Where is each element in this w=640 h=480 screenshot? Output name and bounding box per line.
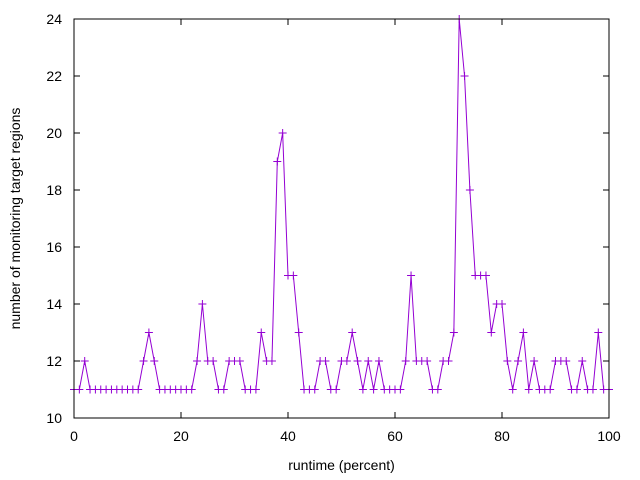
data-point: [503, 357, 512, 365]
y-tick-label: 12: [46, 353, 62, 369]
y-tick-label: 10: [46, 410, 62, 426]
data-point: [193, 357, 202, 365]
x-tick-label: 20: [173, 428, 189, 444]
data-point: [198, 300, 207, 308]
data-point: [364, 357, 373, 365]
data-point: [514, 357, 523, 365]
data-point: [289, 271, 298, 280]
data-point: [321, 357, 330, 365]
data-point: [358, 385, 367, 394]
data-point: [524, 385, 533, 394]
data-point: [594, 328, 603, 337]
data-point: [572, 385, 581, 394]
data-point: [144, 328, 153, 337]
data-point: [273, 157, 282, 166]
ticks-layer: 0 20 40 60 80 100 10 12 14 16 18 20 22 24: [46, 11, 620, 444]
data-point: [75, 385, 84, 394]
data-point: [353, 357, 362, 365]
y-tick-label: 20: [46, 125, 62, 141]
data-point: [374, 357, 383, 365]
data-point: [487, 328, 496, 337]
data-point: [251, 385, 260, 394]
data-point: [134, 385, 143, 394]
data-point: [546, 385, 555, 394]
data-point: [401, 357, 410, 365]
x-tick-label: 60: [387, 428, 403, 444]
data-point: [460, 72, 469, 80]
data-point: [433, 385, 442, 394]
x-tick-label: 0: [70, 428, 78, 444]
data-point: [235, 357, 244, 365]
data-point: [530, 357, 539, 365]
y-tick-label: 22: [46, 68, 62, 84]
data-point: [332, 385, 341, 394]
x-tick-label: 100: [597, 428, 621, 444]
y-tick-label: 14: [46, 296, 62, 312]
y-tick-label: 18: [46, 182, 62, 198]
data-point: [209, 357, 218, 365]
data-point: [449, 328, 458, 337]
data-point: [150, 357, 159, 365]
series-layer: [70, 15, 613, 394]
x-tick-label: 40: [280, 428, 296, 444]
data-point: [348, 328, 357, 337]
data-point: [310, 385, 319, 394]
data-point: [481, 271, 490, 280]
data-point: [562, 357, 571, 365]
y-tick-label: 24: [46, 11, 62, 27]
x-tick-label: 80: [494, 428, 510, 444]
data-point: [407, 271, 416, 280]
data-point: [267, 357, 276, 365]
data-point: [588, 385, 597, 394]
x-axis-label: runtime (percent): [288, 457, 395, 473]
data-point: [294, 328, 303, 337]
y-tick-label: 16: [46, 239, 62, 255]
data-point: [498, 300, 506, 308]
plot-frame: [73, 18, 610, 419]
data-point: [187, 385, 196, 394]
data-point: [80, 357, 89, 365]
data-point: [396, 385, 405, 394]
data-point: [257, 328, 266, 337]
data-point: [508, 385, 517, 394]
data-point: [444, 357, 453, 365]
data-point: [219, 385, 228, 394]
data-point: [139, 357, 148, 365]
data-point: [465, 186, 474, 194]
y-axis-label: number of monitoring target regions: [7, 108, 23, 330]
data-point: [278, 129, 287, 137]
data-point: [369, 385, 378, 394]
data-point: [578, 357, 587, 365]
data-point: [423, 357, 432, 365]
data-point: [519, 328, 528, 337]
data-point: [342, 357, 351, 365]
